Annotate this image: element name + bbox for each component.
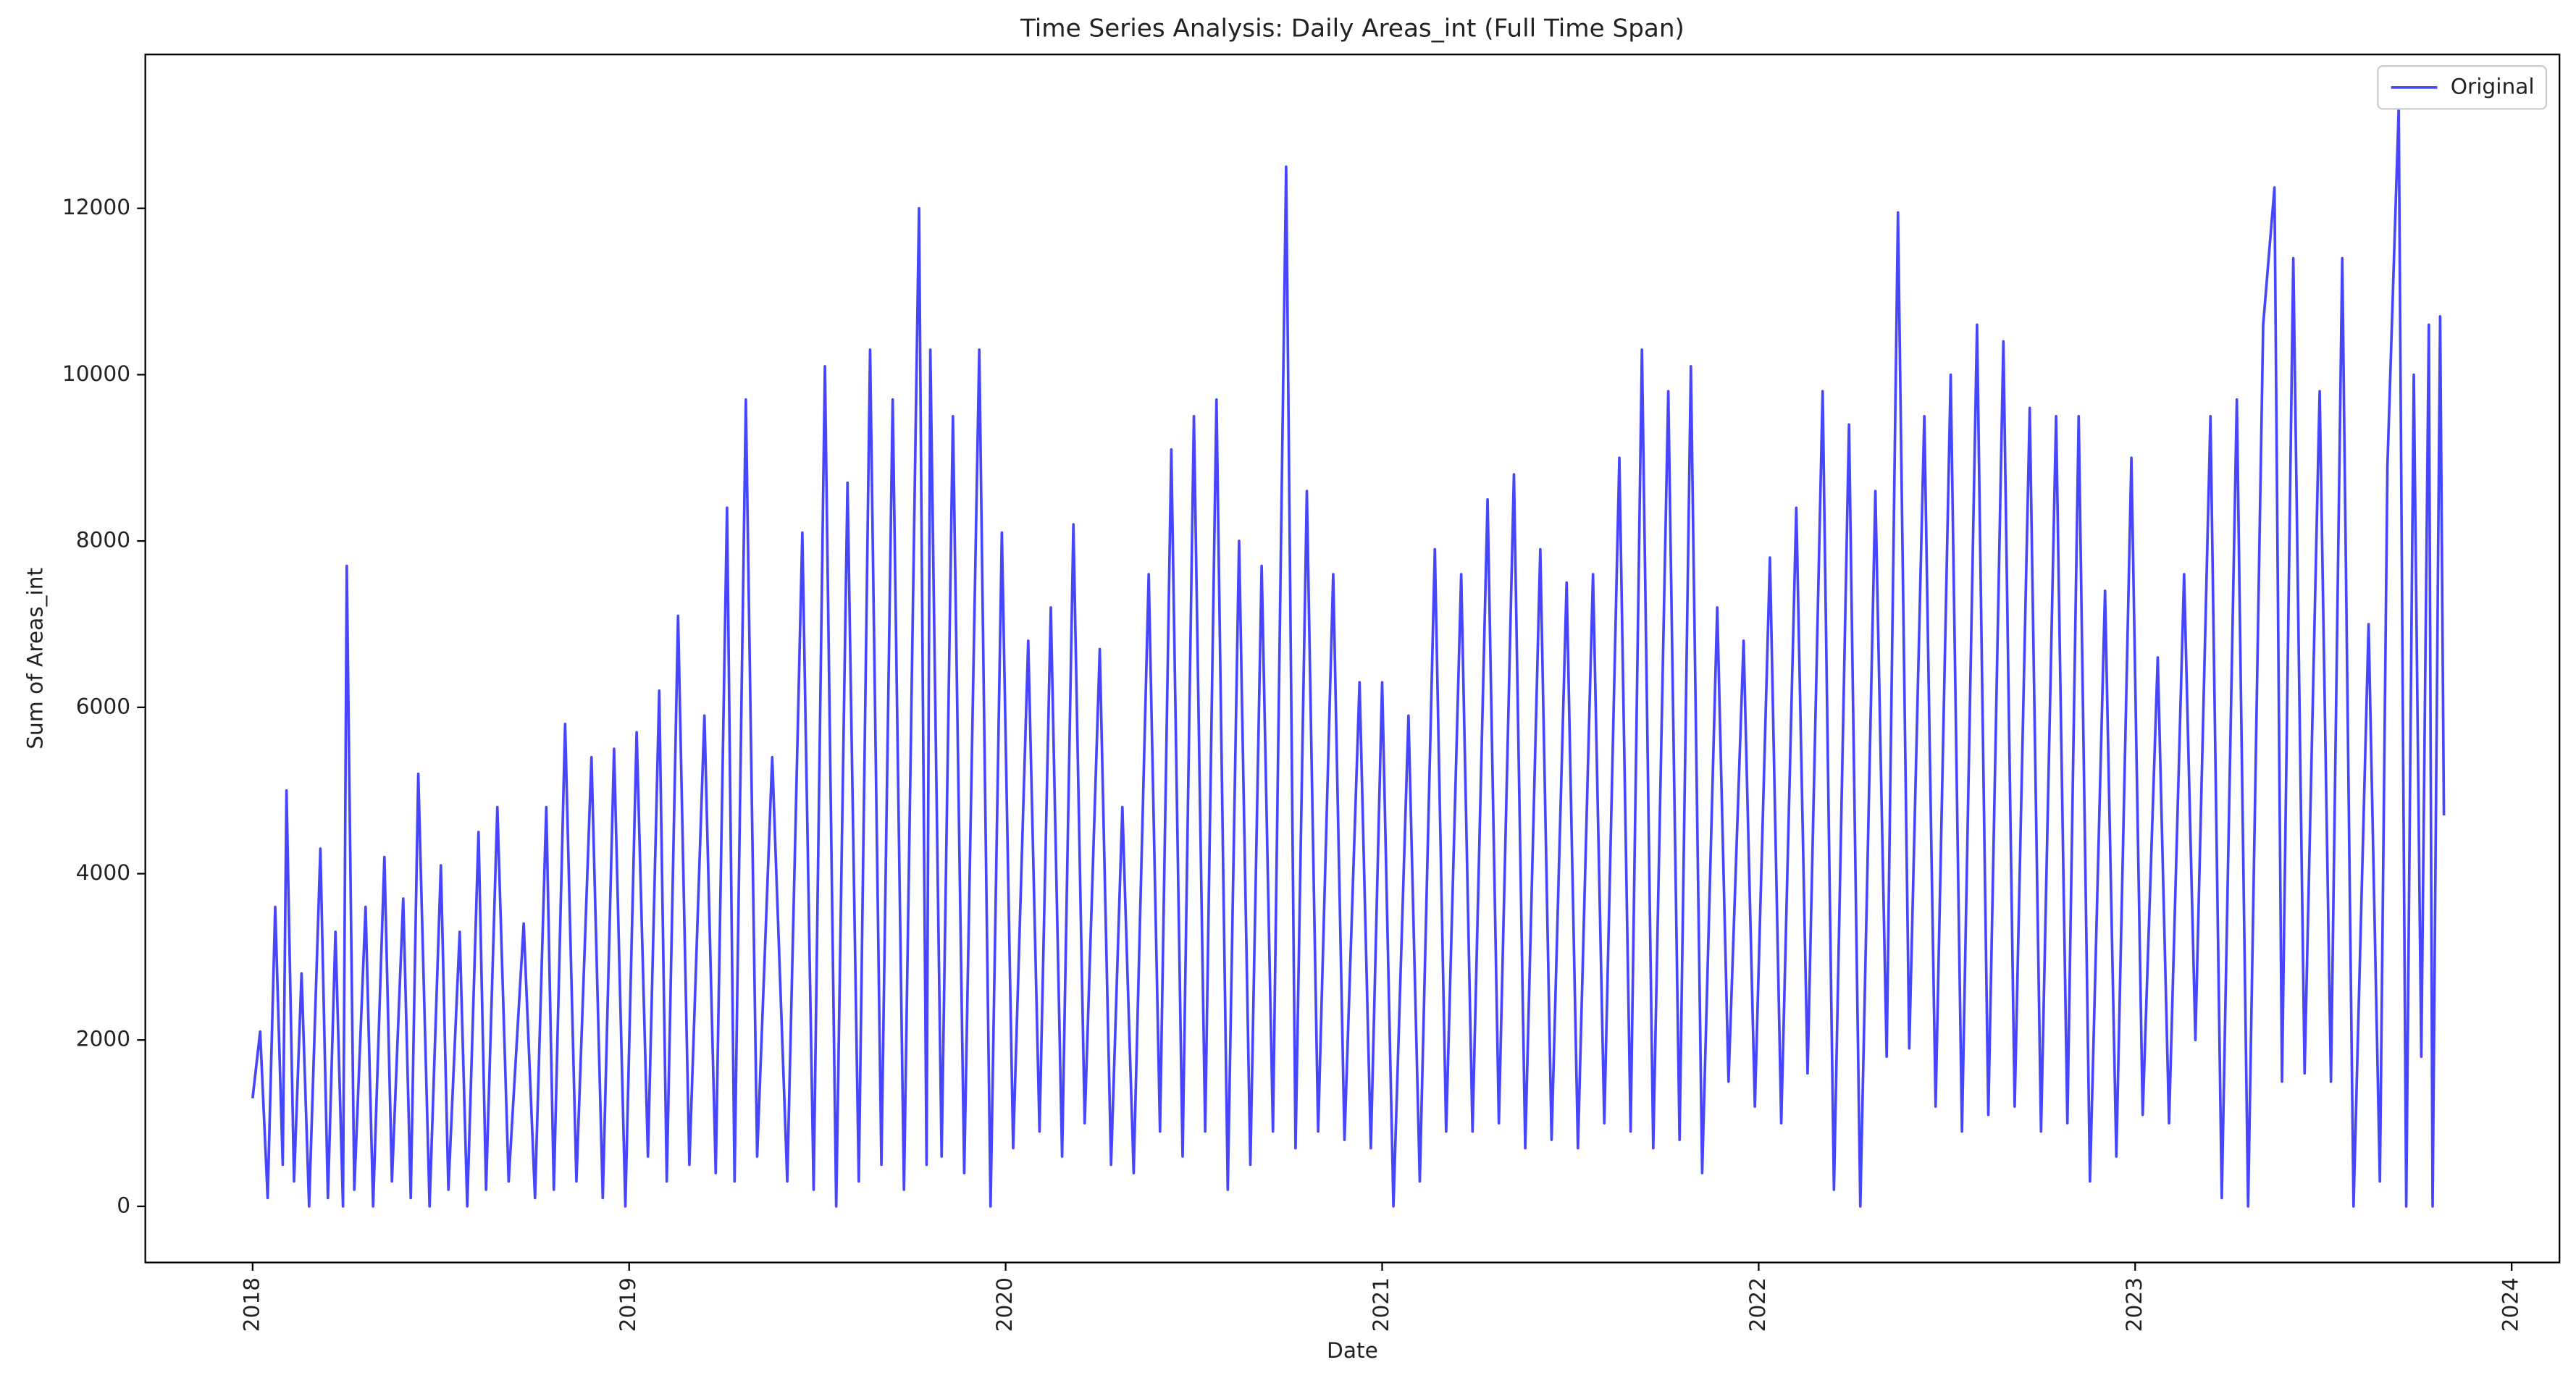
legend-label: Original xyxy=(2451,73,2535,98)
y-tick-label: 6000 xyxy=(76,693,130,718)
y-axis-label: Sum of Areas_int xyxy=(22,568,48,749)
x-axis-label: Date xyxy=(1327,1337,1378,1363)
chart-title: Time Series Analysis: Daily Areas_int (F… xyxy=(1020,14,1685,43)
y-tick-label: 8000 xyxy=(76,527,130,553)
y-tick-label: 0 xyxy=(117,1192,130,1217)
y-tick-label: 4000 xyxy=(76,860,130,885)
data-line xyxy=(251,107,2446,1208)
x-tick-label: 2024 xyxy=(2498,1277,2523,1332)
y-tick-label: 12000 xyxy=(62,194,130,219)
x-tick-label: 2018 xyxy=(238,1277,264,1332)
x-tick-label: 2019 xyxy=(615,1277,640,1332)
x-tick-label: 2022 xyxy=(1745,1277,1770,1332)
plot-frame xyxy=(144,54,2561,1264)
x-tick-label: 2021 xyxy=(1368,1277,1393,1332)
y-tick-label: 10000 xyxy=(62,361,130,386)
y-tick-label: 2000 xyxy=(76,1026,130,1051)
x-tick-label: 2023 xyxy=(2121,1277,2147,1332)
legend-box xyxy=(2377,65,2548,110)
x-tick-label: 2020 xyxy=(991,1277,1017,1332)
